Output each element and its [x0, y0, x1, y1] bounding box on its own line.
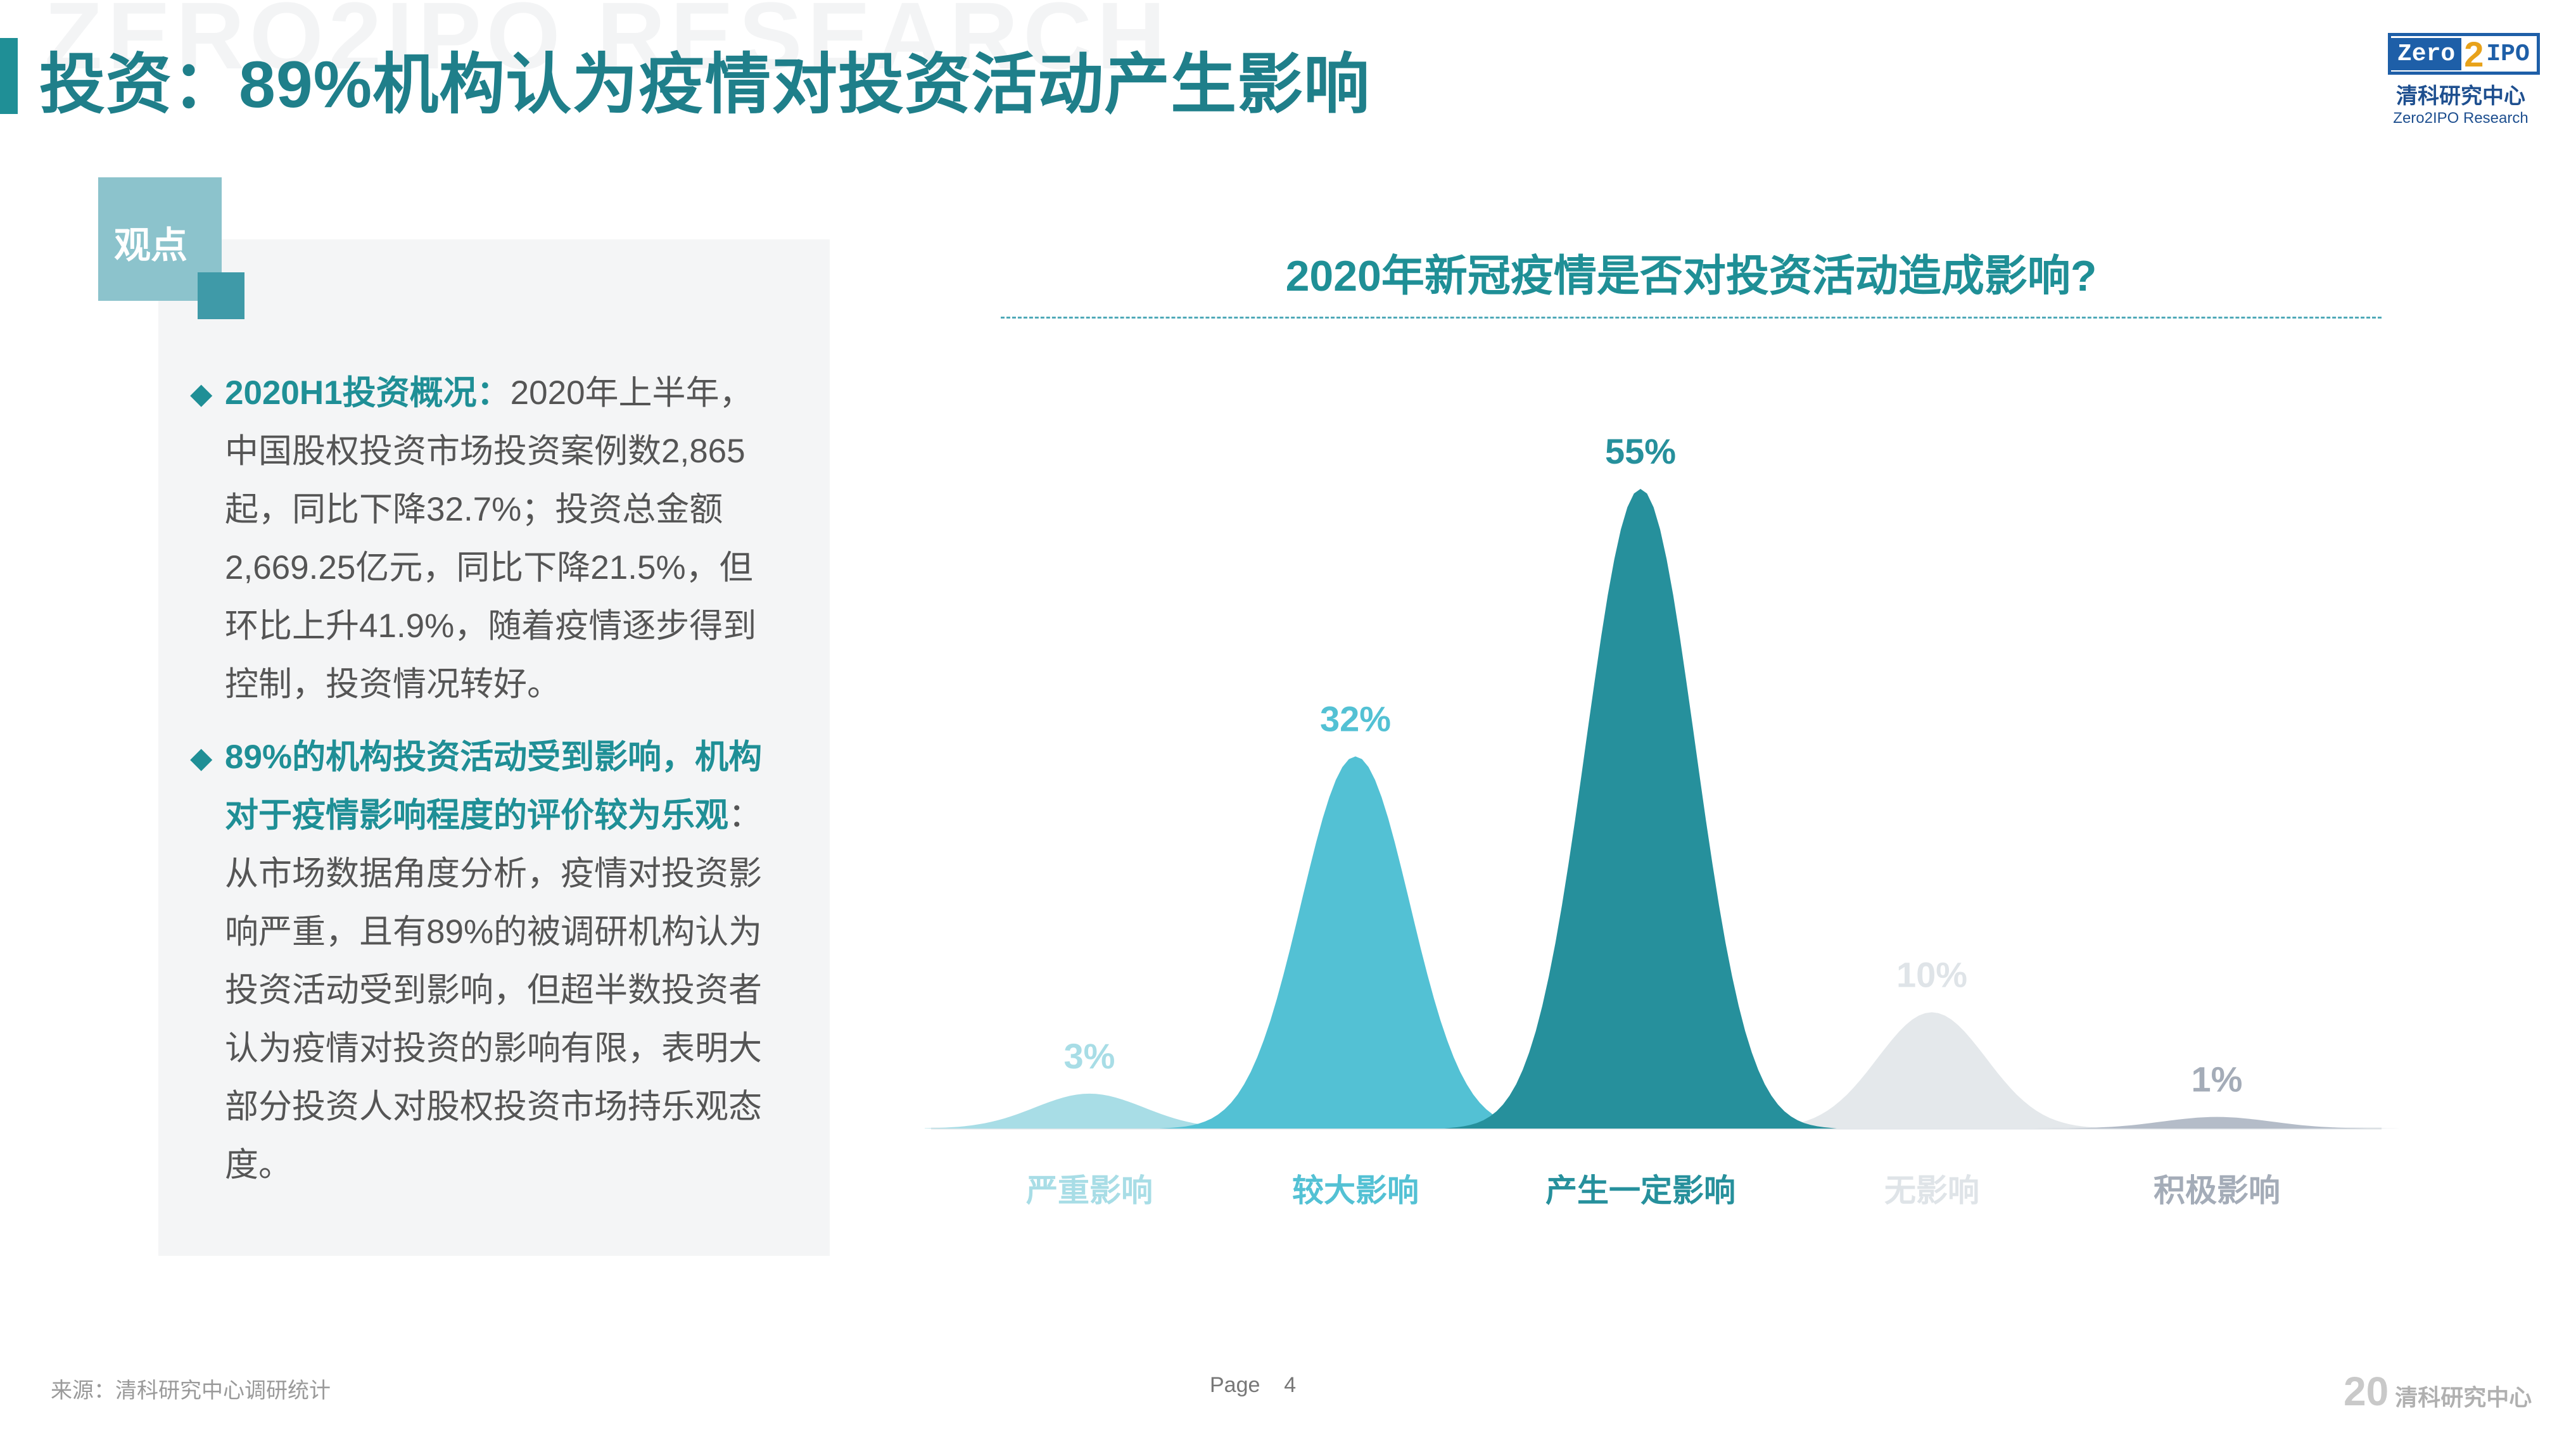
- logo-mark: Zero 2 IPO: [2388, 33, 2540, 75]
- bullet-institution-impact: ◆ 89%的机构投资活动受到影响，机构对于疫情影响程度的评价较为乐观：从市场数据…: [190, 728, 782, 1194]
- value-label-2: 55%: [1605, 431, 1676, 471]
- bell-chart: 3% 32% 55% 10% 1% 严重影响 较大影响 产生一定影响 无影响 积极影响: [925, 431, 2401, 1208]
- page-title: 投资：89%机构认为疫情对投资活动产生影响: [39, 48, 1371, 122]
- bell-0: [925, 1093, 1286, 1129]
- bell-2: [1444, 489, 1837, 1129]
- watermark-text: ZERO2IPO RESEARCH: [44, 0, 1171, 89]
- diamond-bullet-icon: ◆: [190, 377, 213, 410]
- footer-logo: 20 清科研究中心: [2344, 1368, 2532, 1415]
- viewpoint-panel: [158, 239, 830, 1256]
- chart-title: 2020年新冠疫情是否对投资活动造成影响?: [1285, 252, 2097, 300]
- chart-value-labels: 3% 32% 55% 10% 1%: [1064, 431, 2243, 1099]
- chart-bells: [925, 489, 2401, 1129]
- bullet2-heading: 89%的机构投资活动受到影响，机构对于疫情影响程度的评价较为乐观: [225, 738, 763, 834]
- footer-page-label: Page: [1210, 1373, 1260, 1397]
- logo-cn-name: 清科研究中心: [2396, 84, 2525, 108]
- bullet1-text: 2020年上半年，中国股权投资市场投资案例数2,865起，同比下降32.7%；投…: [225, 374, 757, 703]
- footer-source: 来源：清科研究中心调研统计: [51, 1379, 331, 1403]
- category-label-0: 严重影响: [1026, 1173, 1153, 1208]
- bell-4: [2021, 1117, 2401, 1129]
- chart-title-divider: [1001, 317, 2382, 319]
- category-label-1: 较大影响: [1292, 1173, 1419, 1208]
- bell-3: [1735, 1012, 2128, 1129]
- bullet-investment-overview: ◆ 2020H1投资概况：2020年上半年，中国股权投资市场投资案例数2,865…: [190, 364, 782, 714]
- category-label-2: 产生一定影响: [1545, 1173, 1735, 1208]
- footer-page: Page 4: [1210, 1373, 1296, 1398]
- viewpoint-tag-label: 观点: [114, 225, 188, 266]
- logo-zero: Zero: [2391, 37, 2462, 70]
- logo-two: 2: [2464, 34, 2484, 74]
- category-label-3: 无影响: [1884, 1173, 1979, 1208]
- chart-category-labels: 严重影响 较大影响 产生一定影响 无影响 积极影响: [1026, 1173, 2280, 1208]
- footer-logo-text: 清科研究中心: [2395, 1384, 2532, 1410]
- bullet2-text: ：从市场数据角度分析，疫情对投资影响严重，且有89%的被调研机构认为投资活动受到…: [225, 797, 763, 1184]
- value-label-4: 1%: [2192, 1060, 2243, 1099]
- logo-ipo: IPO: [2486, 40, 2530, 68]
- footer-page-number: 4: [1284, 1373, 1297, 1397]
- bullet1-heading: 2020H1投资概况：: [225, 374, 511, 412]
- viewpoint-tag-corner: [198, 272, 244, 319]
- value-label-1: 32%: [1320, 699, 1391, 738]
- diamond-bullet-icon: ◆: [190, 741, 213, 774]
- footer-logo-number: 20: [2344, 1369, 2389, 1414]
- logo-en-name: Zero2IPO Research: [2393, 110, 2528, 127]
- title-accent-bar: [0, 38, 18, 114]
- bell-1: [1159, 756, 1552, 1129]
- value-label-3: 10%: [1896, 954, 1967, 994]
- zero2ipo-logo: Zero 2 IPO 清科研究中心 Zero2IPO Research: [2388, 33, 2546, 128]
- category-label-4: 积极影响: [2154, 1173, 2280, 1208]
- value-label-0: 3%: [1064, 1036, 1115, 1076]
